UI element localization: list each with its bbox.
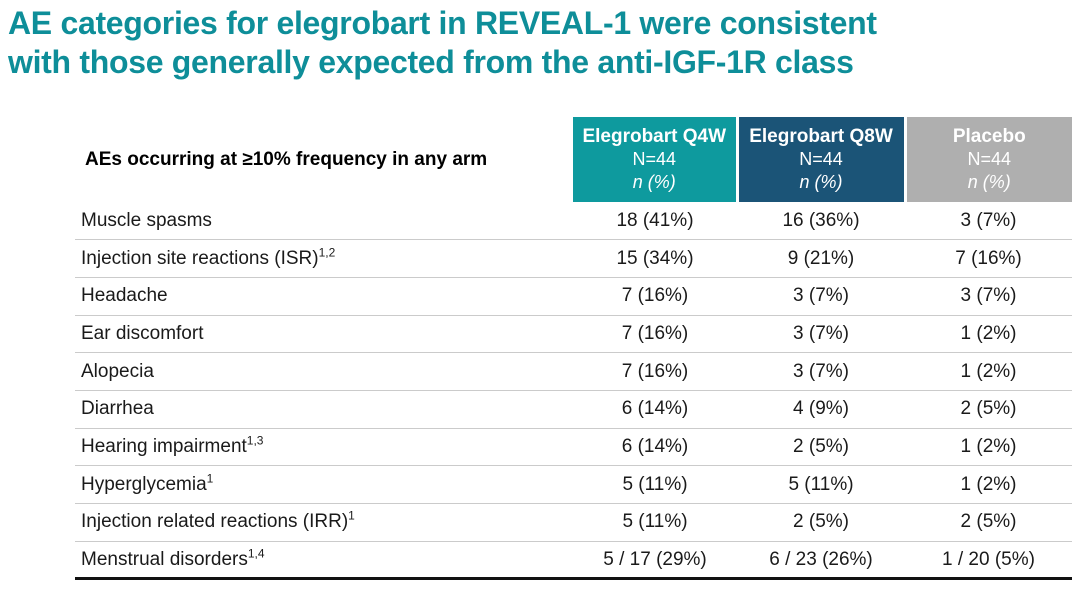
arm-unit-text: n (%) (967, 172, 1011, 192)
value-elegrobart-q8w: 5 (11%) (788, 473, 854, 495)
ae-table: AEs occurring at ≥10% frequency in any a… (75, 117, 1072, 580)
value-elegrobart-q8w: 16 (36%) (782, 209, 860, 231)
value-elegrobart-q4w: 7 (16%) (621, 285, 689, 307)
value-elegrobart-q8w: 6 / 23 (26%) (769, 548, 873, 570)
value-placebo: 1 (2%) (960, 360, 1017, 382)
value-elegrobart-q4w: 7 (16%) (621, 322, 689, 344)
ae-label-cell: Alopecia (75, 353, 573, 391)
ae-label: Muscle spasms (81, 209, 212, 231)
ae-label-cell: Injection site reactions (ISR)1,2 (75, 240, 573, 278)
table-row: Alopecia 7 (16%) 3 (7%) 1 (2%) (75, 353, 1072, 391)
table-row: Headache 7 (16%) 3 (7%) 3 (7%) (75, 277, 1072, 316)
value-placebo: 1 (2%) (960, 435, 1017, 457)
value-elegrobart-q4w: 15 (34%) (616, 247, 694, 269)
ae-label-cell: Muscle spasms (75, 202, 573, 240)
arm-unit: n (%) (739, 171, 904, 194)
col-header-elegrobart-q8w: Elegrobart Q8W N=44 n (%) (735, 117, 905, 202)
value-elegrobart-q4w: 5 (11%) (622, 473, 688, 495)
table-header: AEs occurring at ≥10% frequency in any a… (75, 117, 1072, 202)
value-elegrobart-q8w: 3 (7%) (793, 360, 849, 382)
ae-label-cell: Ear discomfort (75, 315, 573, 353)
value-placebo: 2 (5%) (960, 511, 1017, 533)
value-elegrobart-q4w: 6 (14%) (621, 398, 689, 420)
arm-name: Elegrobart Q8W (749, 126, 893, 147)
header-row: AEs occurring at ≥10% frequency in any a… (75, 117, 1072, 202)
arm-unit: n (%) (907, 171, 1073, 194)
footnote-ref: 1,3 (246, 433, 264, 448)
arm-unit-text: n (%) (799, 172, 843, 192)
table-corner-header: AEs occurring at ≥10% frequency in any a… (85, 148, 488, 170)
footnote-ref: 1 (348, 509, 355, 524)
ae-label: Headache (81, 285, 168, 307)
arm-n: N=44 (967, 149, 1012, 169)
footnote-ref: 1,2 (318, 245, 336, 260)
table-row: Hyperglycemia1 5 (11%) 5 (11%) 1 (2%) (75, 466, 1072, 504)
table-row: Injection site reactions (ISR)1,2 15 (34… (75, 240, 1072, 278)
value-elegrobart-q8w: 2 (5%) (793, 511, 849, 533)
value-elegrobart-q8w: 3 (7%) (793, 285, 849, 307)
value-elegrobart-q8w: 9 (21%) (787, 247, 855, 269)
ae-label: Injection related reactions (IRR) (81, 511, 349, 533)
page-title-line2: with those generally expected from the a… (8, 44, 854, 80)
ae-label-cell: Hearing impairment1,3 (75, 428, 573, 466)
col-header-placebo: Placebo N=44 n (%) (903, 117, 1073, 202)
arm-n: N=44 (799, 149, 843, 169)
arm-name: Elegrobart Q4W (582, 126, 727, 147)
value-elegrobart-q8w: 4 (9%) (793, 398, 849, 420)
page-title: AE categories for elegrobart in REVEAL-1… (8, 4, 877, 82)
value-placebo: 3 (7%) (960, 285, 1017, 307)
value-elegrobart-q4w: 6 (14%) (621, 435, 689, 457)
table-row: Menstrual disorders1,4 5 / 17 (29%) 6 / … (75, 541, 1072, 579)
value-elegrobart-q8w: 3 (7%) (793, 322, 849, 344)
ae-label: Diarrhea (81, 398, 154, 420)
ae-label: Menstrual disorders (81, 548, 248, 570)
value-placebo: 2 (5%) (960, 398, 1017, 420)
arm-unit: n (%) (573, 171, 736, 194)
ae-label-cell: Hyperglycemia1 (75, 466, 573, 504)
footnote-ref: 1 (206, 471, 214, 486)
page-title-line1: AE categories for elegrobart in REVEAL-1… (8, 5, 877, 41)
ae-label-cell: Headache (75, 277, 573, 315)
value-elegrobart-q4w: 18 (41%) (616, 209, 694, 231)
value-placebo: 1 / 20 (5%) (942, 548, 1035, 570)
arm-n: N=44 (632, 149, 677, 169)
ae-label: Hyperglycemia (81, 473, 207, 495)
value-elegrobart-q4w: 7 (16%) (621, 360, 689, 382)
ae-label: Ear discomfort (81, 322, 204, 344)
table-row: Injection related reactions (IRR)1 5 (11… (75, 504, 1072, 542)
value-placebo: 1 (2%) (960, 322, 1017, 344)
footnote-ref: 1,4 (247, 546, 265, 561)
table-row: Ear discomfort 7 (16%) 3 (7%) 1 (2%) (75, 315, 1072, 353)
value-placebo: 3 (7%) (960, 209, 1017, 231)
value-elegrobart-q4w: 5 / 17 (29%) (603, 548, 707, 570)
table-row: Muscle spasms 18 (41%) 16 (36%) 3 (7%) (75, 202, 1072, 240)
ae-label: Hearing impairment (81, 435, 247, 457)
ae-label-cell: Injection related reactions (IRR)1 (75, 504, 573, 542)
table-row: Diarrhea 6 (14%) 4 (9%) 2 (5%) (75, 390, 1072, 429)
value-elegrobart-q8w: 2 (5%) (793, 435, 849, 457)
table-row: Hearing impairment1,3 6 (14%) 2 (5%) 1 (… (75, 428, 1072, 466)
ae-label: Alopecia (81, 360, 154, 382)
ae-label: Injection site reactions (ISR) (81, 247, 319, 269)
value-placebo: 7 (16%) (955, 247, 1022, 269)
ae-label-cell: Diarrhea (75, 390, 573, 428)
table-body: Muscle spasms 18 (41%) 16 (36%) 3 (7%) I… (75, 202, 1072, 579)
arm-unit-text: n (%) (632, 172, 676, 192)
ae-label-cell: Menstrual disorders1,4 (75, 541, 573, 579)
value-placebo: 1 (2%) (960, 473, 1017, 495)
col-header-elegrobart-q4w: Elegrobart Q4W N=44 n (%) (573, 117, 737, 202)
value-elegrobart-q4w: 5 (11%) (622, 511, 688, 533)
arm-name: Placebo (952, 126, 1026, 147)
